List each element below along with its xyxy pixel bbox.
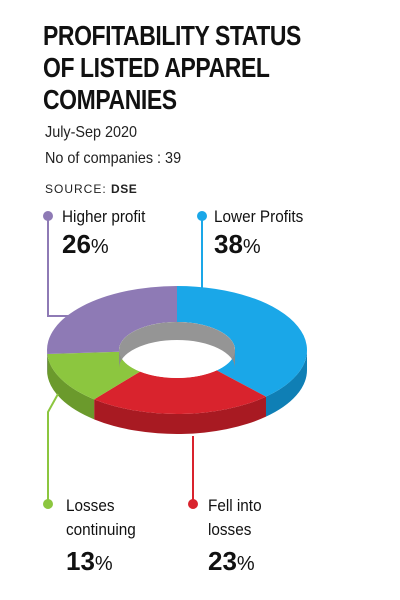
title-line-3: COMPANIES (43, 84, 177, 115)
slice-losses-continuing (47, 351, 141, 400)
leader-dot-higher-profit (43, 211, 53, 221)
hole-inner-wall (119, 322, 235, 368)
data-label-higher-profit: 26% (62, 229, 109, 260)
percent-sign: % (242, 236, 261, 258)
title-line-2: OF LISTED APPAREL (43, 52, 270, 83)
title-line-1: PROFITABILITY STATUS (43, 20, 301, 51)
leader-dot-fell-into-losses (188, 499, 198, 509)
data-label-lower-profits: 38% (214, 229, 261, 260)
data-label-losses-continuing: 13% (66, 546, 113, 577)
legend-label: Fell into (208, 496, 262, 515)
leader-line-higher-profit (47, 216, 78, 317)
period-text: July-Sep 2020 (45, 124, 138, 141)
donut-hole (119, 322, 235, 378)
slice-lower-profits (177, 286, 307, 397)
companies-count-text: No of companies : 39 (45, 150, 182, 167)
slice-fell-into-losses (94, 370, 266, 414)
leader-line-losses-continuing (47, 393, 59, 504)
leader-lines (43, 211, 207, 509)
data-label-value: 26 (62, 229, 91, 259)
legend-label: Higher profit (62, 207, 146, 226)
leader-dot-lower-profits (197, 211, 207, 221)
legend-label: Losses (66, 496, 115, 515)
data-label-value: 38 (214, 229, 243, 259)
source-name: DSE (111, 182, 138, 196)
legend-label: Lower Profits (214, 207, 304, 226)
chart-title: PROFITABILITY STATUS OF LISTED APPAREL C… (43, 20, 322, 116)
data-label-value: 13 (66, 546, 95, 576)
slice-higher-profit (47, 286, 177, 355)
percent-sign: % (94, 553, 113, 575)
data-label-fell-into-losses: 23% (208, 546, 255, 577)
slice-side-lower-profits (265, 350, 307, 417)
leader-dot-losses-continuing (43, 499, 53, 509)
slice-side-fell-into-losses (94, 396, 266, 434)
donut-slices (47, 286, 307, 414)
slice-side-losses-continuing (47, 354, 95, 420)
donut-sides (47, 350, 307, 434)
legend-label: losses (208, 520, 252, 539)
legend-label: continuing (66, 520, 136, 539)
data-label-value: 23 (208, 546, 237, 576)
percent-sign: % (236, 553, 255, 575)
percent-sign: % (90, 236, 109, 258)
source-label: SOURCE: (45, 182, 107, 196)
source-line: SOURCE: DSE (45, 182, 137, 196)
